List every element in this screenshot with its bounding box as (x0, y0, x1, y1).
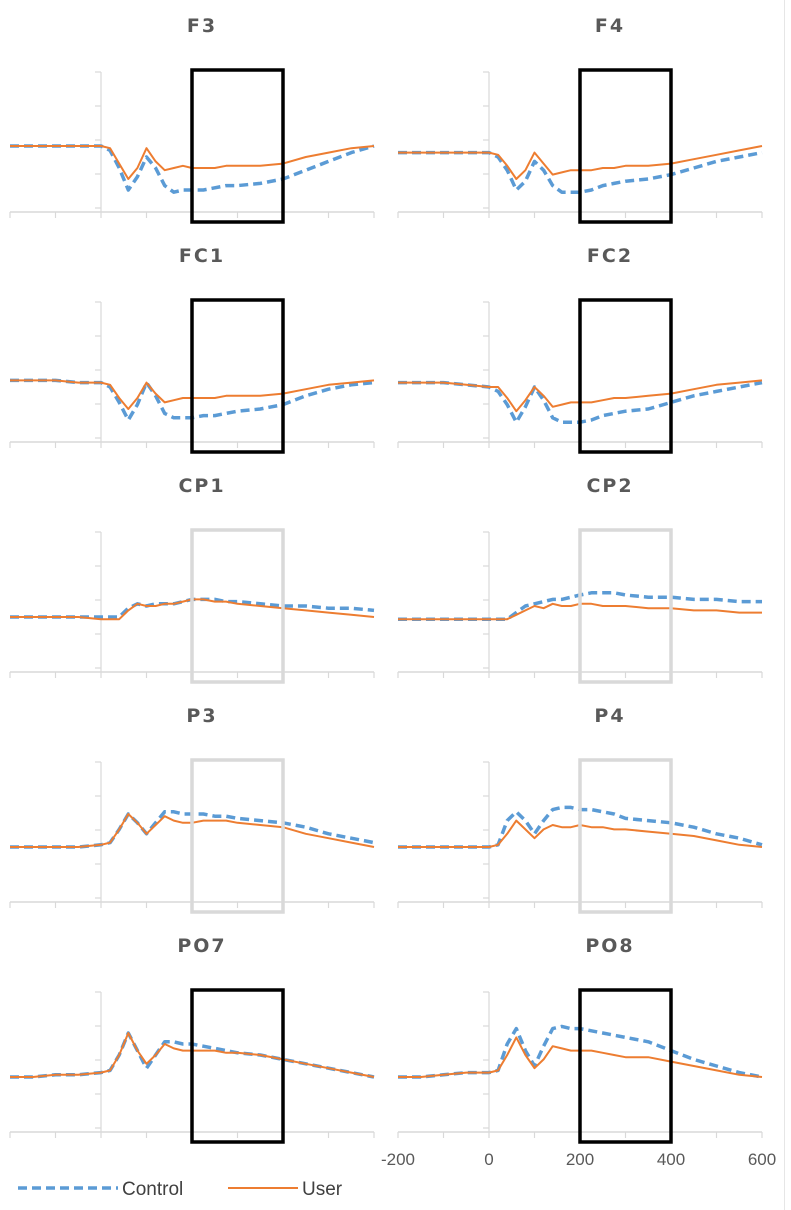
panel-title: F4 (595, 15, 625, 37)
legend: Control User (18, 1179, 343, 1200)
panel-cp1: CP1 (9, 475, 375, 684)
right-border (784, 0, 785, 1210)
legend-label-user: User (302, 1179, 343, 1200)
x-tick-label: 600 (748, 1150, 776, 1169)
panel-p3: P3 (9, 705, 375, 914)
panel-f4: F4 (397, 15, 763, 224)
time-window-box (190, 298, 285, 454)
panel-title: P4 (594, 705, 625, 727)
panel-title: CP2 (586, 475, 633, 497)
time-window-box (190, 758, 285, 914)
panel-f3: F3 (9, 15, 375, 224)
x-tick-label: 400 (657, 1150, 685, 1169)
panel-title: PO8 (585, 935, 634, 957)
time-window-box (578, 68, 673, 224)
time-window-box (190, 68, 285, 224)
panel-fc1: FC1 (9, 245, 375, 454)
panel-title: FC1 (179, 245, 225, 267)
panel-title: FC2 (587, 245, 633, 267)
panel-po7: PO7 (9, 935, 375, 1144)
legend-label-control: Control (122, 1179, 183, 1200)
panel-title: PO7 (177, 935, 226, 957)
x-tick-label: 200 (566, 1150, 594, 1169)
panel-cp2: CP2 (397, 475, 763, 684)
panel-title: P3 (186, 705, 217, 727)
time-window-box (578, 298, 673, 454)
panel-p4: P4 (397, 705, 763, 914)
time-window-box (190, 988, 285, 1144)
panel-fc2: FC2 (397, 245, 763, 454)
time-window-box (578, 988, 673, 1144)
panel-title: F3 (187, 15, 217, 37)
x-tick-label: -200 (381, 1150, 415, 1169)
panel-po8: PO8 -200 0 200 400 600 (381, 935, 776, 1169)
time-window-box (578, 758, 673, 914)
time-window-box (190, 528, 285, 684)
x-tick-label: 0 (484, 1150, 493, 1169)
time-window-box (578, 528, 673, 684)
panel-title: CP1 (178, 475, 225, 497)
